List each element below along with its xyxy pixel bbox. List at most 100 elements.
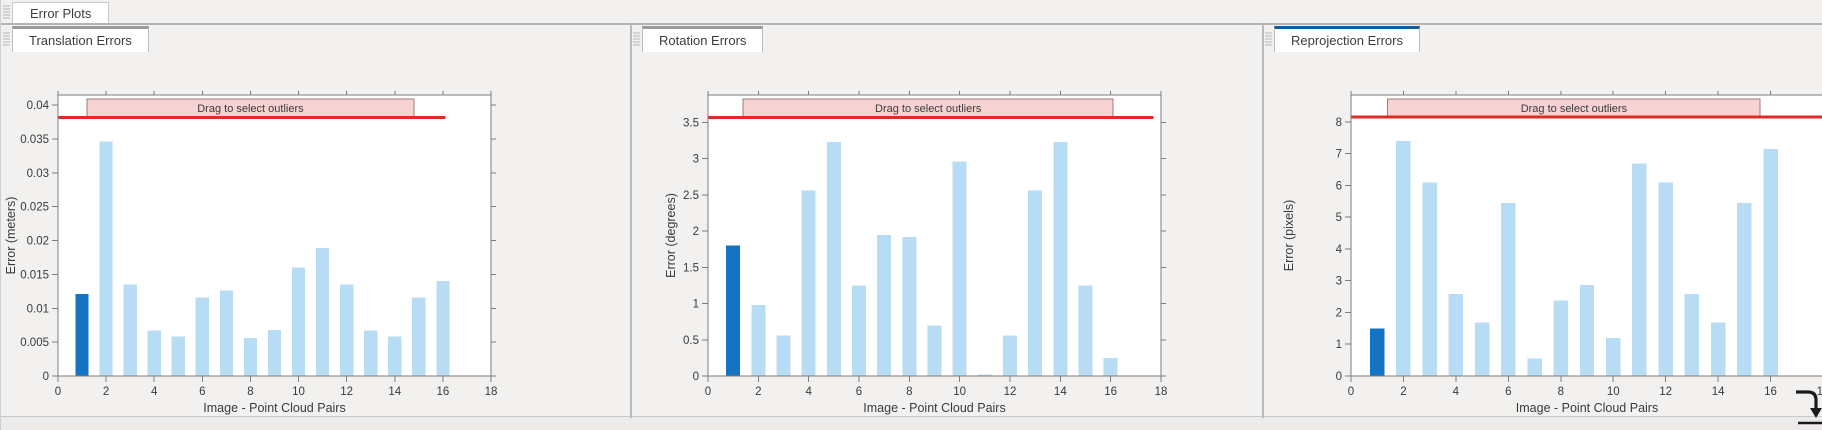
y-tick-label: 0: [43, 371, 49, 383]
translation-errors-figure: Drag to select outliers 0 2 4 6 8 10 12 14 16 18 0 0…: [1, 52, 631, 417]
tab-reprojection-errors[interactable]: Reprojection Errors: [1274, 26, 1420, 52]
error-bar[interactable]: [1370, 328, 1385, 376]
error-bar[interactable]: [291, 267, 306, 376]
x-tick-label: 10: [292, 386, 305, 398]
y-tick-label: 1: [693, 299, 699, 311]
error-bar[interactable]: [952, 161, 967, 376]
drag-grip-icon[interactable]: [1265, 32, 1272, 45]
x-tick-label: 6: [199, 386, 205, 398]
panels-container: Translation Errors Drag to select outlie…: [1, 25, 1822, 417]
drag-grip-icon[interactable]: [3, 32, 10, 45]
error-bar[interactable]: [1474, 322, 1490, 376]
error-bar[interactable]: [99, 141, 113, 376]
translation-panel-tabbar: Translation Errors: [1, 25, 631, 52]
x-tick-label: 8: [906, 386, 912, 398]
rotation-errors-figure: Drag to select outliers 0 2 4 6 8 10 12 14 16 18 0 0…: [631, 52, 1263, 417]
x-tick-label: 2: [103, 386, 109, 398]
x-tick-label: 18: [1817, 386, 1822, 398]
error-bar[interactable]: [315, 248, 330, 376]
error-bar[interactable]: [123, 284, 137, 376]
y-tick-label: 0.035: [20, 134, 49, 146]
error-bar[interactable]: [340, 284, 354, 376]
error-bar[interactable]: [1658, 182, 1673, 376]
error-bar[interactable]: [1606, 337, 1621, 376]
drag-grip-icon[interactable]: [3, 5, 10, 18]
error-bar[interactable]: [776, 335, 791, 376]
panel-divider[interactable]: [1262, 23, 1264, 418]
panel-divider[interactable]: [630, 23, 632, 418]
x-tick-label: 16: [436, 386, 449, 398]
error-bar[interactable]: [243, 338, 258, 376]
error-bar[interactable]: [436, 281, 450, 376]
x-tick-label: 4: [151, 386, 158, 398]
x-tick-label: 6: [1505, 386, 1511, 398]
y-axis-label: Error (meters): [4, 197, 18, 275]
error-bar[interactable]: [1527, 358, 1542, 376]
axis-box: [1350, 94, 1822, 377]
x-tick-label: 18: [1155, 386, 1168, 398]
error-bar[interactable]: [902, 236, 917, 376]
error-bar[interactable]: [1003, 335, 1017, 376]
tab-error-plots[interactable]: Error Plots: [12, 2, 110, 23]
error-bar[interactable]: [1103, 357, 1118, 376]
error-bar[interactable]: [877, 234, 892, 376]
y-tick-label: 3: [693, 154, 699, 166]
error-bar[interactable]: [1632, 163, 1647, 376]
y-tick-label: 0: [693, 371, 699, 383]
error-bar[interactable]: [219, 290, 234, 376]
error-bar[interactable]: [1053, 142, 1068, 376]
error-bar[interactable]: [751, 305, 766, 376]
error-bar[interactable]: [801, 190, 816, 376]
y-tick-label: 0.025: [20, 202, 49, 214]
y-tick-label: 4: [1336, 244, 1343, 256]
error-bar[interactable]: [1710, 322, 1726, 376]
y-tick-label: 3: [1336, 276, 1342, 288]
error-bar[interactable]: [1028, 190, 1043, 376]
x-axis-label: Image - Point Cloud Pairs: [1516, 401, 1658, 415]
error-bar[interactable]: [412, 297, 426, 376]
y-tick-label: 1.5: [683, 262, 699, 274]
error-bar[interactable]: [1737, 202, 1752, 376]
error-bar[interactable]: [1501, 202, 1516, 376]
dock-figure-arrow-icon[interactable]: [1786, 386, 1822, 428]
rotation-panel-tabbar: Rotation Errors: [631, 25, 1263, 52]
error-bar[interactable]: [1396, 141, 1411, 376]
error-bar[interactable]: [1684, 294, 1700, 376]
tab-rotation-errors-label: Rotation Errors: [659, 33, 747, 48]
tab-rotation-errors[interactable]: Rotation Errors: [642, 26, 764, 52]
panel-rotation-errors: Rotation Errors Drag to select outliers 0…: [631, 25, 1263, 417]
translation-errors-chart: Drag to select outliers 0 2 4 6 8 10 12 14 16 18 0 0…: [4, 91, 497, 415]
error-bar[interactable]: [826, 142, 841, 376]
error-bar[interactable]: [388, 336, 402, 376]
x-tick-label: 8: [1558, 386, 1564, 398]
axis-box: [57, 94, 492, 377]
y-tick-label: 0.04: [27, 100, 50, 112]
error-bar[interactable]: [75, 294, 89, 376]
error-bar[interactable]: [1078, 285, 1093, 376]
y-tick-label: 1: [1336, 339, 1342, 351]
error-bar[interactable]: [1448, 294, 1464, 376]
outlier-band-label: Drag to select outliers: [875, 103, 982, 115]
error-bar[interactable]: [927, 325, 942, 376]
error-bar[interactable]: [267, 329, 282, 376]
error-bar[interactable]: [1422, 182, 1437, 376]
error-bar[interactable]: [364, 330, 378, 376]
x-axis-label: Image - Point Cloud Pairs: [863, 401, 1005, 415]
x-tick-label: 16: [1764, 386, 1777, 398]
error-bar[interactable]: [147, 330, 161, 376]
drag-grip-icon[interactable]: [633, 32, 640, 45]
y-tick-label: 2.5: [683, 190, 699, 202]
error-bar[interactable]: [171, 336, 185, 376]
x-tick-label: 10: [1607, 386, 1620, 398]
error-bar[interactable]: [1763, 148, 1778, 376]
error-bar[interactable]: [977, 374, 992, 376]
y-axis-label: Error (pixels): [1282, 200, 1296, 272]
y-tick-label: 0.03: [27, 168, 49, 180]
error-bar[interactable]: [1553, 300, 1568, 376]
y-tick-label: 0.5: [683, 335, 699, 347]
error-bar[interactable]: [852, 285, 866, 376]
error-bar[interactable]: [195, 297, 209, 376]
error-bar[interactable]: [1579, 284, 1595, 376]
error-bar[interactable]: [726, 245, 741, 376]
tab-translation-errors[interactable]: Translation Errors: [12, 26, 149, 52]
